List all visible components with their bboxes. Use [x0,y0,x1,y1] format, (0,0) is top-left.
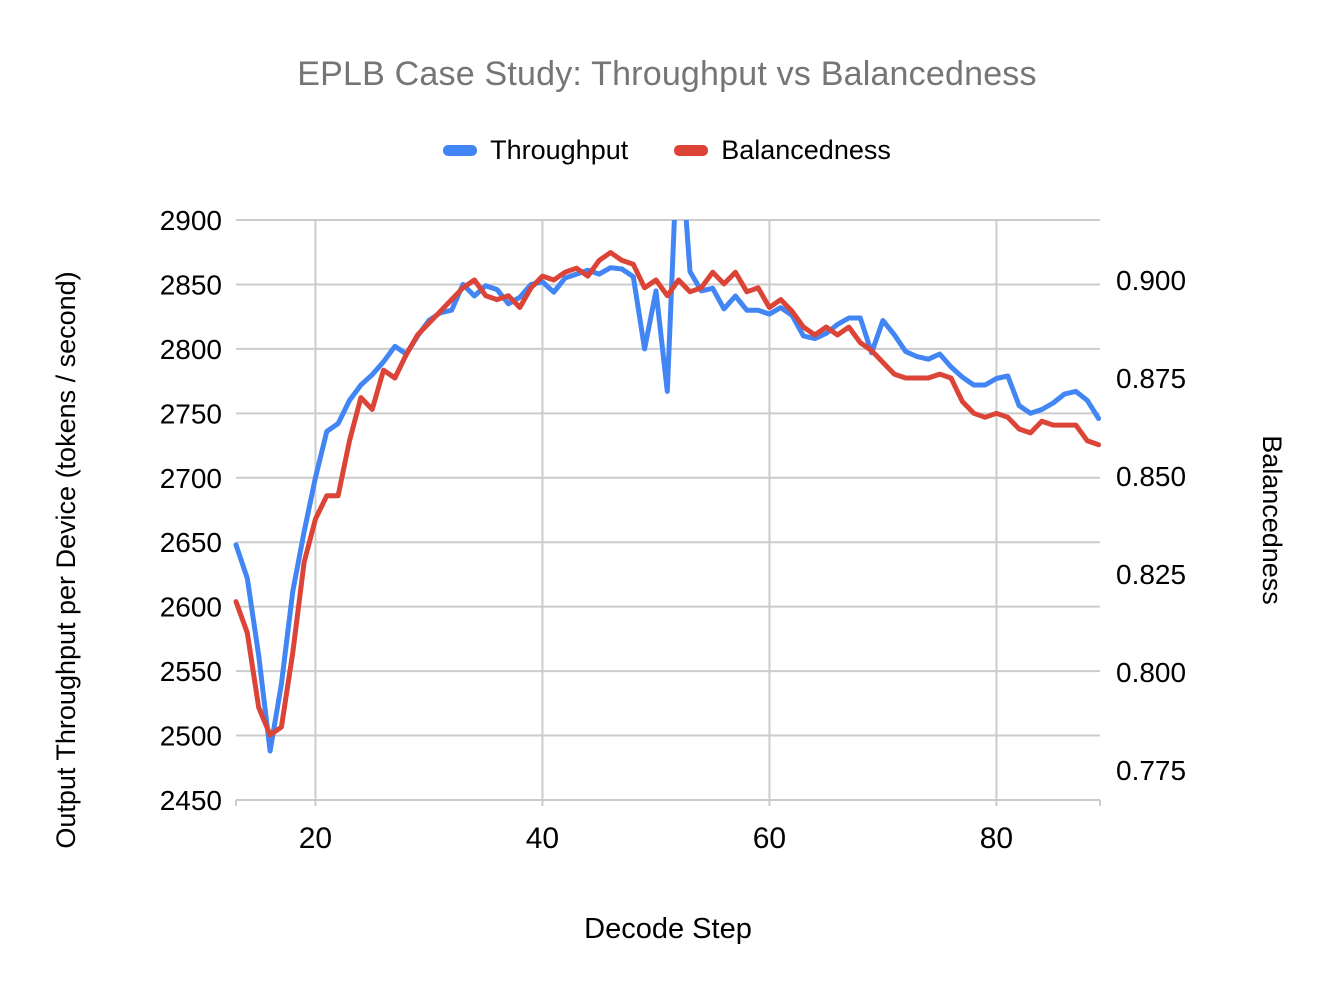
legend-label-throughput: Throughput [490,135,629,165]
right-tick-label: 0.850 [1116,461,1186,492]
left-tick-label: 2500 [160,721,222,752]
right-tick-label: 0.900 [1116,265,1186,296]
right-tick-label: 0.875 [1116,363,1186,394]
x-axis-tick-labels: 20 40 60 80 [299,822,1013,855]
series-lines [233,220,1102,754]
left-tick-label: 2700 [160,463,222,494]
right-tick-label: 0.775 [1116,755,1186,786]
x-axis-title: Decode Step [584,913,752,945]
x-tick-label: 40 [526,822,559,855]
x-tick-label: 60 [753,822,786,855]
left-tick-label: 2650 [160,527,222,558]
left-tick-label: 2850 [160,269,222,300]
left-tick-label: 2450 [160,785,222,816]
legend-label-balancedness: Balancedness [721,135,891,165]
left-tick-label: 2750 [160,398,222,429]
series-line-throughput [233,220,1102,754]
right-axis-title: Balancedness [1257,435,1287,605]
balancedness-legend-swatch-icon [674,145,709,156]
right-axis-tick-labels: 0.900 0.875 0.850 0.825 0.800 0.775 [1116,265,1186,786]
gridlines [235,219,1101,806]
left-tick-label: 2600 [160,592,222,623]
left-tick-label: 2550 [160,656,222,687]
throughput-legend-swatch-icon [443,145,478,156]
chart-title: EPLB Case Study: Throughput vs Balancedn… [297,55,1037,93]
right-tick-label: 0.825 [1116,559,1186,590]
left-tick-label: 2900 [160,205,222,236]
legend-item-balancedness: Balancedness [674,135,891,166]
left-axis-tick-labels: 2450 2500 2550 2600 2650 2700 2750 2800 2850 2900 [160,205,222,816]
right-tick-label: 0.800 [1116,657,1186,688]
left-axis-title: Output Throughput per Device (tokens / s… [51,271,81,848]
left-tick-label: 2800 [160,334,222,365]
x-tick-label: 20 [299,822,332,855]
x-tick-label: 80 [980,822,1013,855]
series-line-balancedness [233,250,1102,738]
legend: Throughput Balancedness [0,135,1334,166]
legend-item-throughput: Throughput [443,135,628,166]
